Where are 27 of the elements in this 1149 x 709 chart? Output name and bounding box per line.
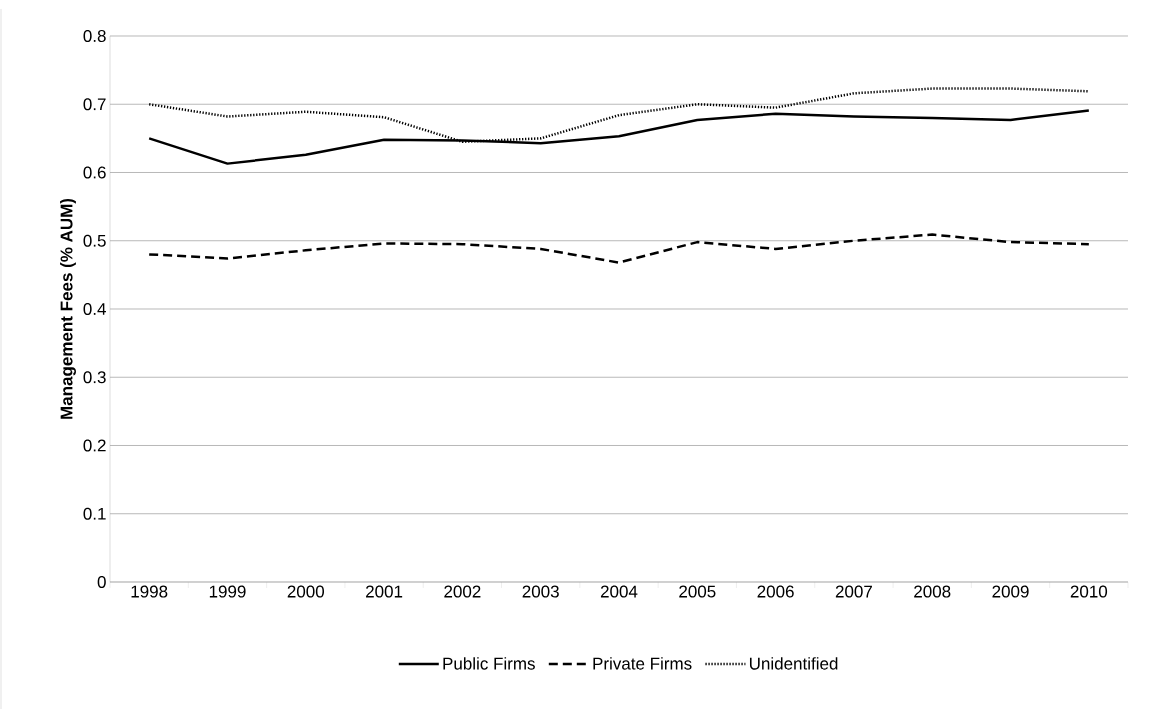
y-tick-label: 0.5 [83, 234, 106, 247]
x-tick-label: 2010 [1070, 585, 1108, 598]
legend-label: Private Firms [593, 657, 692, 670]
line-series [147, 233, 1091, 264]
x-tick-label: 2002 [444, 585, 481, 598]
legend-label: Unidentified [749, 657, 838, 670]
x-tick-label: 2005 [679, 585, 716, 598]
y-tick-label: 0.6 [83, 166, 106, 179]
y-tick-label: 0.3 [83, 371, 106, 384]
x-tick-label: 1998 [131, 585, 168, 598]
y-tick-label: 0 [97, 575, 106, 589]
y-axis-title: Management Fees (% AUM) [60, 198, 76, 419]
legend-label: Public Firms [443, 657, 535, 670]
y-tick-label: 0.8 [83, 29, 106, 43]
x-tick-label: 2001 [366, 585, 403, 598]
x-tick-label: 2004 [600, 585, 638, 598]
x-tick-label: 2007 [835, 585, 872, 598]
x-tick-label: 2008 [914, 585, 951, 598]
y-tick-label: 0.4 [83, 302, 106, 316]
y-tick-label: 0.1 [83, 507, 106, 520]
x-tick-label: 1999 [209, 585, 246, 598]
x-tick-label: 2003 [522, 585, 559, 598]
y-tick-label: 0.7 [83, 98, 106, 111]
x-tick-label: 2009 [992, 585, 1029, 598]
y-tick-label: 0.2 [83, 439, 106, 452]
x-tick-label: 2000 [287, 585, 325, 598]
x-tick-label: 2006 [757, 585, 794, 598]
